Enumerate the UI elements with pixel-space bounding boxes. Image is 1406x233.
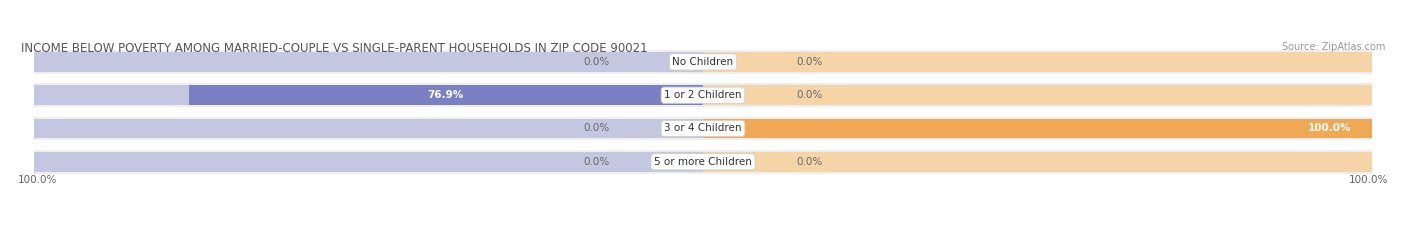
Text: 76.9%: 76.9% [427,90,464,100]
Text: 0.0%: 0.0% [583,157,609,167]
Bar [34,52,703,72]
Bar [34,85,703,105]
Text: 1 or 2 Children: 1 or 2 Children [664,90,742,100]
Text: 0.0%: 0.0% [797,90,823,100]
Bar [34,50,1372,74]
Legend: Married Couples, Single Parents: Married Couples, Single Parents [596,231,810,233]
Text: INCOME BELOW POVERTY AMONG MARRIED-COUPLE VS SINGLE-PARENT HOUSEHOLDS IN ZIP COD: INCOME BELOW POVERTY AMONG MARRIED-COUPL… [21,42,648,55]
Text: No Children: No Children [672,57,734,67]
Bar [34,116,1372,140]
Bar [703,85,1372,105]
Bar [34,150,1372,174]
Text: 5 or more Children: 5 or more Children [654,157,752,167]
Bar [703,52,1372,72]
Text: 3 or 4 Children: 3 or 4 Children [664,123,742,134]
Text: 0.0%: 0.0% [583,123,609,134]
Text: 0.0%: 0.0% [583,57,609,67]
Bar [34,119,703,138]
Bar [703,119,1372,138]
Text: Source: ZipAtlas.com: Source: ZipAtlas.com [1282,42,1385,52]
Text: 0.0%: 0.0% [797,57,823,67]
Text: 100.0%: 100.0% [17,175,56,185]
Bar [188,85,703,105]
Bar [34,152,703,171]
Text: 0.0%: 0.0% [797,157,823,167]
Text: 100.0%: 100.0% [1350,175,1389,185]
Text: 100.0%: 100.0% [1309,123,1351,134]
Bar [703,152,1372,171]
Bar [34,83,1372,107]
Bar [703,119,1372,138]
